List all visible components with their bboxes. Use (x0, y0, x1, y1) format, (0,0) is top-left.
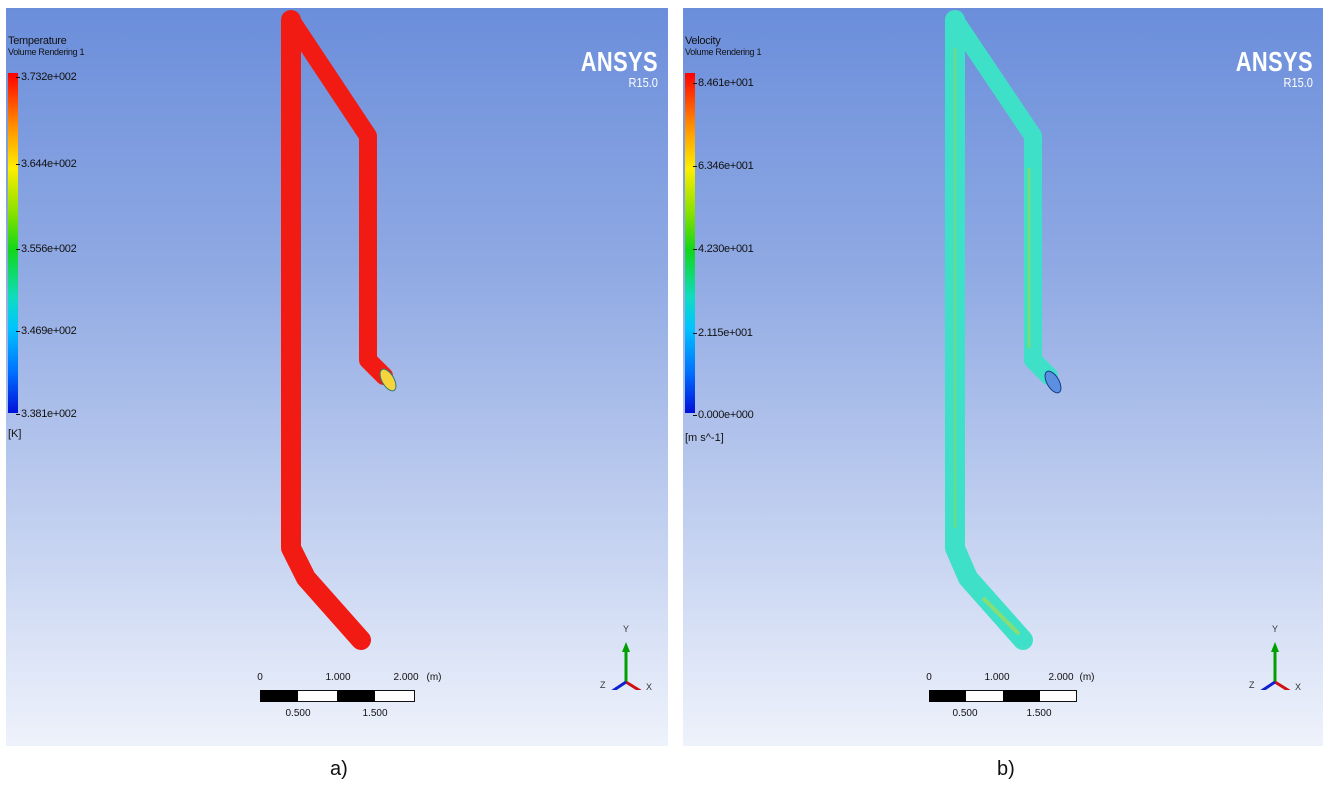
axis-x-label: X (646, 682, 652, 690)
legend-tick: 3.644e+002 (15, 158, 77, 170)
viewport-velocity[interactable]: Velocity Volume Rendering 1 8.461e+001 6… (683, 8, 1323, 746)
legend-tick: 4.230e+001 (692, 243, 754, 255)
scale-unit: (m) (1079, 672, 1095, 683)
legend-unit: [K] (8, 428, 22, 440)
legend-unit: [m s^-1] (685, 432, 724, 444)
legend-tick: 8.461e+001 (692, 77, 754, 89)
viewport-temperature[interactable]: Temperature Volume Rendering 1 3.732e+00… (6, 8, 668, 746)
pipe-geometry-temperature (281, 10, 397, 650)
legend-tick: 3.469e+002 (15, 325, 77, 337)
axis-y-label: Y (1272, 624, 1278, 634)
legend-subtitle: Volume Rendering 1 (685, 47, 762, 57)
brand-name: ANSYS (580, 46, 658, 77)
scale-label: 0.500 (285, 708, 311, 719)
brand-version: R15.0 (1283, 75, 1313, 90)
scale-label: 0.500 (952, 708, 978, 719)
axis-x-label: X (1295, 682, 1301, 690)
scale-unit: (m) (426, 672, 442, 683)
legend-tick: 0.000e+000 (692, 409, 754, 421)
scale-label: 0 (926, 672, 932, 683)
scale-bar: 0 1.000 2.000 (m) 0.500 1.500 (256, 670, 456, 730)
legend-title: Velocity (685, 35, 721, 47)
axis-z-label: Z (600, 680, 606, 690)
caption-b: b) (997, 758, 1015, 780)
axis-z-label: Z (1249, 680, 1255, 690)
scale-label: 0 (257, 672, 263, 683)
scale-label: 1.500 (1026, 708, 1052, 719)
legend-title: Temperature (8, 35, 67, 47)
pipe-geometry-velocity (945, 10, 1062, 650)
legend-tick: 2.115e+001 (693, 327, 753, 339)
axis-y-label: Y (623, 624, 629, 634)
legend-tick: 3.381e+002 (15, 408, 77, 420)
legend-colorbar (685, 73, 695, 413)
legend-tick: 6.346e+001 (692, 160, 754, 172)
caption-a: a) (330, 758, 348, 780)
brand-version: R15.0 (628, 75, 658, 90)
legend-colorbar (8, 73, 18, 413)
ansys-logo: ANSYS R15.0 (1214, 48, 1313, 90)
axis-triad: Y Z X (596, 620, 656, 696)
brand-name: ANSYS (1235, 46, 1313, 77)
scale-bar: 0 1.000 2.000 (m) 0.500 1.500 (925, 670, 1125, 730)
scale-label: 2.000 (1048, 672, 1074, 683)
legend-tick: 3.732e+002 (15, 71, 77, 83)
scale-label: 1.000 (325, 672, 351, 683)
scale-label: 1.000 (984, 672, 1010, 683)
scale-label: 2.000 (393, 672, 419, 683)
scale-label: 1.500 (362, 708, 388, 719)
ansys-logo: ANSYS R15.0 (559, 48, 658, 90)
axis-triad: Y Z X (1245, 620, 1305, 696)
legend-tick: 3.556e+002 (15, 243, 77, 255)
legend-subtitle: Volume Rendering 1 (8, 47, 85, 57)
